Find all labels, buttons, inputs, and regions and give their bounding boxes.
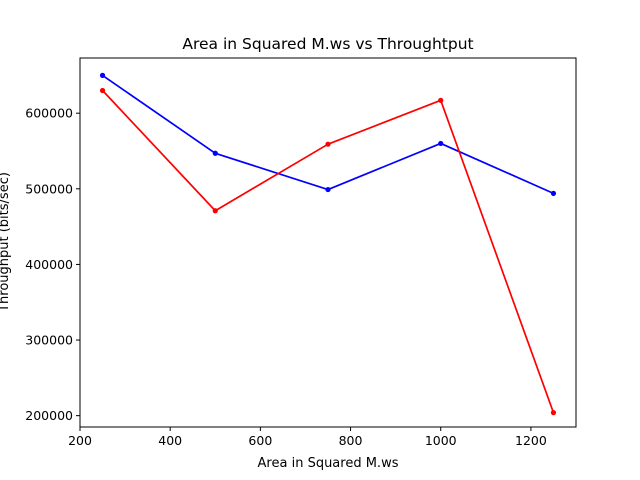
y-tick-label: 200000 — [25, 408, 73, 423]
x-axis-label: Area in Squared M.ws — [258, 456, 399, 471]
series-1-point — [438, 140, 444, 147]
y-tick-label: 300000 — [25, 333, 73, 348]
series-1-point — [550, 190, 557, 196]
y-tick-label: 600000 — [25, 106, 73, 121]
plot-frame — [79, 57, 577, 428]
x-tick-label: 400 — [158, 433, 182, 448]
y-axis-label: Throughput (bits/sec) — [0, 172, 12, 313]
series-1-point — [325, 186, 331, 193]
plot-area — [79, 57, 577, 428]
series-1-point — [212, 150, 218, 156]
y-axis: 200000 300000 400000 500000 600000 — [25, 106, 80, 423]
x-tick-label: 200 — [68, 433, 92, 448]
x-tick-label: 600 — [248, 433, 272, 448]
chart-title: Area in Squared M.ws vs Throughtput — [182, 35, 473, 53]
series-layer — [99, 72, 557, 416]
x-tick-label: 1200 — [515, 433, 547, 448]
series-2-point — [99, 87, 106, 94]
x-tick-label: 1000 — [425, 433, 457, 448]
x-axis: 200 400 600 800 1000 1200 — [68, 427, 547, 448]
series-2-point — [325, 141, 331, 147]
series-2-point — [438, 97, 444, 103]
series-2-point — [550, 410, 557, 416]
series-2-point — [212, 208, 218, 214]
x-tick-label: 800 — [339, 433, 363, 448]
series-1-point — [99, 72, 106, 78]
y-tick-label: 500000 — [25, 181, 73, 196]
y-tick-label: 400000 — [25, 257, 73, 272]
